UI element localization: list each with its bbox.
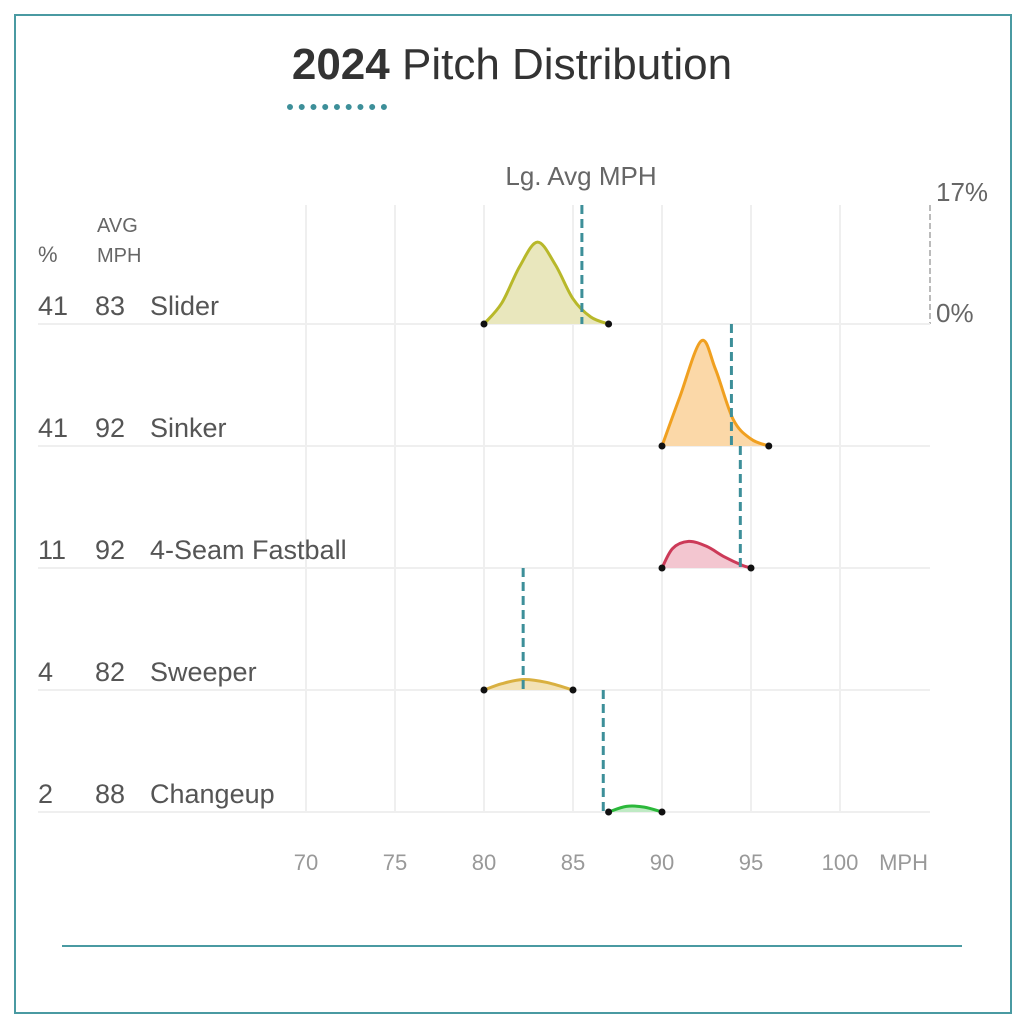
density-fill-sweeper — [484, 679, 573, 690]
avg-header-line2: MPH — [97, 245, 141, 267]
title-text: Pitch Distribution — [401, 40, 733, 89]
density-curve-slider — [482, 240, 610, 326]
density-curve-sweeper — [483, 677, 574, 692]
range-endpoint — [658, 442, 666, 450]
range-endpoint — [765, 442, 773, 450]
x-tick-label: 70 — [294, 850, 318, 875]
range-endpoint — [605, 320, 613, 328]
x-tick-label: 80 — [472, 850, 496, 875]
x-axis-label: MPH — [879, 850, 928, 875]
pitch-name-4-seam-fastball: 4-Seam Fastball — [150, 535, 347, 565]
density-curve-sinker — [660, 338, 770, 448]
pitch-name-sinker: Sinker — [150, 413, 227, 443]
pitch-avg-mph: 88 — [95, 779, 125, 809]
range-endpoint — [658, 808, 666, 816]
pitch-avg-mph: 82 — [95, 657, 125, 687]
footer-divider — [62, 945, 962, 947]
pitch-pct: 41 — [38, 413, 68, 443]
title-underline — [287, 104, 387, 110]
pitch-avg-mph: 92 — [95, 535, 125, 565]
chart-title: 2024 Pitch Distribution — [0, 40, 1024, 90]
density-curve-changeup — [608, 804, 663, 814]
pitch-pct: 11 — [38, 535, 66, 565]
range-endpoint — [747, 564, 755, 572]
density-fill-4-seam-fastball — [662, 541, 751, 568]
scale-max-label: 17% — [936, 177, 988, 207]
pct-header: % — [38, 242, 58, 267]
density-fill-slider — [484, 242, 609, 324]
pitch-avg-mph: 92 — [95, 413, 125, 443]
range-endpoint — [480, 686, 488, 694]
x-tick-label: 85 — [561, 850, 585, 875]
range-endpoint — [480, 320, 488, 328]
x-tick-label: 75 — [383, 850, 407, 875]
pitch-name-slider: Slider — [150, 291, 219, 321]
ridgeline-chart: 70 75 80 85 90 95 100 MPH Lg. Avg MPH% AVG MPH 17% 0… — [38, 161, 988, 875]
reference-label: Lg. Avg MPH — [505, 161, 656, 191]
pitch-name-sweeper: Sweeper — [150, 657, 257, 687]
pitch-pct: 4 — [38, 657, 53, 687]
range-endpoint — [605, 808, 613, 816]
x-tick-label: 95 — [739, 850, 763, 875]
pitch-name-changeup: Changeup — [150, 779, 275, 809]
x-tick-label: 100 — [822, 850, 859, 875]
scale-min-label: 0% — [936, 298, 974, 328]
x-tick-label: 90 — [650, 850, 674, 875]
range-endpoint — [658, 564, 666, 572]
pitch-pct: 2 — [38, 779, 53, 809]
title-year: 2024 — [291, 40, 390, 89]
avg-header-line1: AVG — [97, 215, 138, 237]
density-curve-4-seam-fastball — [660, 539, 752, 570]
density-fill-sinker — [662, 340, 769, 446]
range-endpoint — [569, 686, 577, 694]
pitch-avg-mph: 83 — [95, 291, 125, 321]
pitch-pct: 41 — [38, 291, 68, 321]
